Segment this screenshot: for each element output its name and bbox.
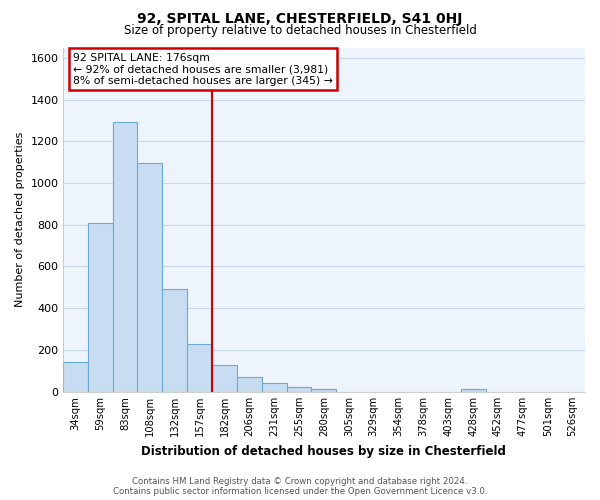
Bar — [212, 364, 237, 392]
Bar — [88, 222, 113, 392]
Text: Size of property relative to detached houses in Chesterfield: Size of property relative to detached ho… — [124, 24, 476, 37]
Bar — [137, 164, 163, 392]
Bar — [187, 344, 212, 392]
Text: Contains HM Land Registry data © Crown copyright and database right 2024.
Contai: Contains HM Land Registry data © Crown c… — [113, 476, 487, 496]
Text: 92, SPITAL LANE, CHESTERFIELD, S41 0HJ: 92, SPITAL LANE, CHESTERFIELD, S41 0HJ — [137, 12, 463, 26]
Bar — [311, 389, 337, 392]
Bar — [287, 387, 311, 392]
Bar — [163, 290, 187, 392]
Bar — [113, 122, 137, 392]
Bar — [63, 362, 88, 392]
Bar — [237, 377, 262, 392]
Bar — [461, 389, 485, 392]
Y-axis label: Number of detached properties: Number of detached properties — [15, 132, 25, 307]
Bar — [262, 384, 287, 392]
X-axis label: Distribution of detached houses by size in Chesterfield: Distribution of detached houses by size … — [142, 444, 506, 458]
Text: 92 SPITAL LANE: 176sqm
← 92% of detached houses are smaller (3,981)
8% of semi-d: 92 SPITAL LANE: 176sqm ← 92% of detached… — [73, 52, 333, 86]
